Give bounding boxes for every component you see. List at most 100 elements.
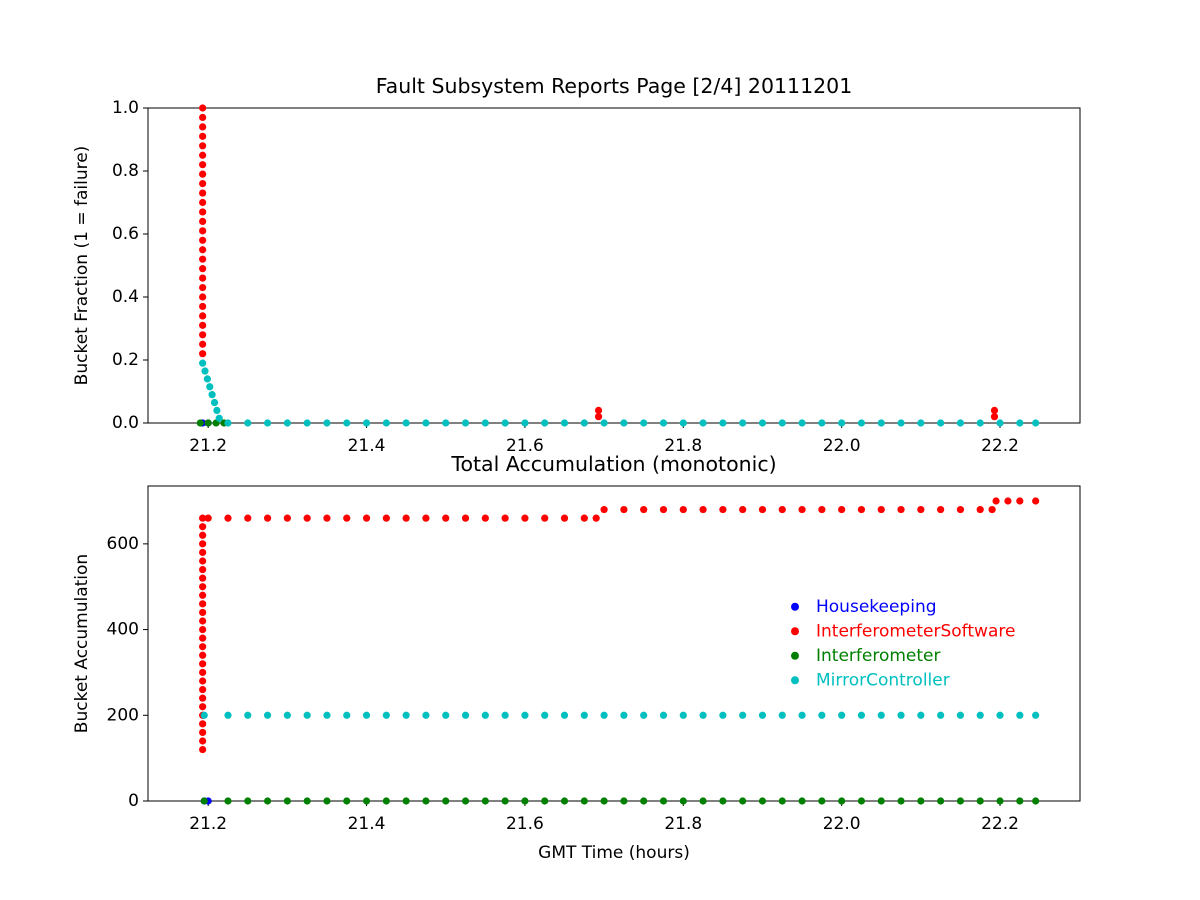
point [857,505,866,514]
point [739,711,747,719]
point [1032,497,1040,505]
point [199,217,207,225]
point [798,505,806,514]
point [594,406,603,414]
x-tick-label: 22.2 [981,436,1019,456]
point [594,413,603,421]
point [199,359,207,367]
x-tick-label: 22.0 [823,436,861,456]
point [199,540,207,548]
point [343,419,351,427]
point [199,227,207,235]
point [541,797,549,805]
point [600,505,608,514]
point [976,797,984,805]
point [382,514,390,522]
point [917,797,925,805]
point [199,600,207,608]
point [362,711,371,719]
legend-label: Housekeeping [816,597,937,617]
x-tick-label: 21.8 [664,436,702,456]
point [758,505,767,514]
point [204,514,212,522]
point [988,505,996,514]
point [199,703,207,711]
point [208,391,216,399]
point [877,711,885,719]
point [758,711,767,719]
point [877,797,885,805]
point [778,711,786,719]
point [199,274,207,282]
x-tick-label: 21.8 [664,814,702,834]
point [442,419,450,427]
point [897,419,905,427]
point [199,625,207,634]
point [199,694,207,702]
point [956,505,965,514]
point [323,797,331,805]
point [199,142,207,150]
point [323,711,331,719]
point [501,514,509,522]
point [224,711,232,719]
y-tick-label: 1.0 [112,98,139,118]
point [199,685,207,694]
point [263,797,272,805]
point [541,419,549,427]
point [818,505,826,514]
point [560,514,569,522]
point [244,797,252,805]
point [541,711,549,719]
x-tick-label: 21.4 [348,436,386,456]
point [199,548,207,557]
point [1016,797,1024,805]
point [501,711,509,719]
point [798,419,806,427]
point [199,113,207,122]
point [201,367,209,375]
point [199,514,207,522]
point [210,398,219,407]
point [200,797,208,805]
y-tick-label: 200 [107,705,139,725]
point [199,132,207,140]
point [838,797,846,805]
point [362,797,371,805]
point [897,711,905,719]
point [203,375,211,383]
point [580,514,588,522]
x-tick-label: 21.2 [189,814,227,834]
point [283,514,291,522]
y-tick-label: 0.2 [112,350,139,370]
point [679,711,687,719]
point [976,505,984,514]
point [1016,711,1024,719]
point [620,505,628,514]
point [199,104,207,112]
point [990,413,999,421]
y-tick-label: 400 [107,620,139,640]
point [719,419,727,427]
point [857,711,866,719]
plot-area [147,107,1081,424]
point [199,123,207,131]
point [199,557,207,565]
point [200,711,208,719]
point [990,406,999,414]
point [199,660,207,668]
point [521,797,529,805]
point [382,419,390,427]
point [699,711,707,719]
point [199,208,207,216]
point [199,651,207,659]
point [838,505,846,514]
point [501,419,509,427]
point [481,797,489,805]
point [303,711,311,719]
point [679,419,687,427]
x-tick-label: 22.2 [981,814,1019,834]
point [521,514,529,522]
point [199,668,207,677]
point [798,797,806,805]
